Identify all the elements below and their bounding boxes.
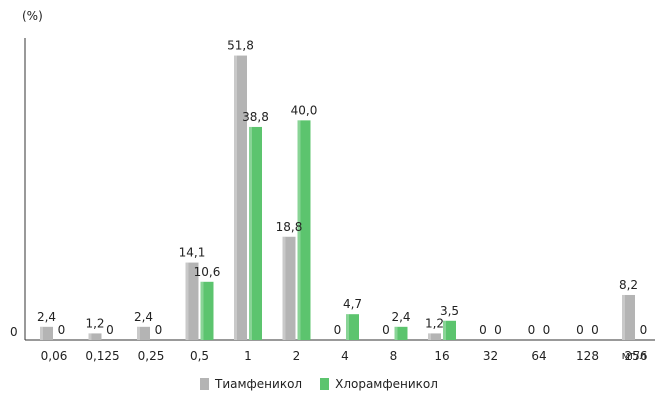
bar-highlight xyxy=(394,326,398,340)
value-label-thiamphenicol: 2,4 xyxy=(134,310,153,324)
value-label-thiamphenicol: 51,8 xyxy=(227,39,254,53)
x-tick-label: 16 xyxy=(434,349,449,363)
bar-highlight xyxy=(234,55,237,340)
bar-highlight xyxy=(622,294,625,340)
bar-chloramphenicol xyxy=(249,126,262,340)
bar-chloramphenicol xyxy=(297,120,311,340)
bar-thiamphenicol xyxy=(137,326,150,340)
bar-highlight xyxy=(40,326,43,340)
bar-highlight xyxy=(346,314,349,340)
value-label-thiamphenicol: 1,2 xyxy=(85,316,104,330)
x-tick-label: 256 xyxy=(625,349,648,363)
value-label-chloramphenicol: 0 xyxy=(155,323,163,337)
x-unit-label: мг/л xyxy=(622,349,647,362)
x-tick-label: 128 xyxy=(576,349,599,363)
value-label-thiamphenicol: 2,4 xyxy=(37,310,56,324)
x-tick-label: 1 xyxy=(244,349,252,363)
value-label-thiamphenicol: 0 xyxy=(334,323,342,337)
bar-thiamphenicol xyxy=(40,326,53,340)
bar-highlight xyxy=(443,320,446,340)
bar-highlight xyxy=(137,326,140,340)
value-label-thiamphenicol: 18,8 xyxy=(276,220,303,234)
value-label-thiamphenicol: 14,1 xyxy=(179,246,206,260)
bar-thiamphenicol xyxy=(234,55,247,340)
bar-thiamphenicol xyxy=(88,333,102,340)
x-tick-label: 64 xyxy=(531,349,546,363)
value-label-thiamphenicol: 0 xyxy=(382,323,390,337)
x-tick-label: 4 xyxy=(341,349,349,363)
legend-item-chloramphenicol: Хлорамфеникол xyxy=(320,377,438,391)
value-label-chloramphenicol: 0 xyxy=(58,323,66,337)
value-labels-group: 2,40 1,2 02,4014,110,651,838,818,840,004,7… xyxy=(37,39,647,337)
x-tick-label: 0,06 xyxy=(41,349,68,363)
legend-label-thiamphenicol: Тиамфеникол xyxy=(215,377,303,391)
legend-item-thiamphenicol: Тиамфеникол xyxy=(200,377,302,391)
bar-chloramphenicol xyxy=(394,326,408,340)
value-label-chloramphenicol: 0 xyxy=(494,323,502,337)
bar-highlight xyxy=(88,333,92,340)
x-tick-label: 0,25 xyxy=(138,349,165,363)
legend-label-chloramphenicol: Хлорамфеникол xyxy=(335,377,438,391)
bars-group xyxy=(40,55,635,340)
axes: (%) 0 мг/л xyxy=(10,9,655,362)
value-label-chloramphenicol: 10,6 xyxy=(194,265,221,279)
value-label-chloramphenicol: 0 xyxy=(106,323,114,337)
bar-highlight xyxy=(185,262,189,340)
value-label-thiamphenicol: 1,2 xyxy=(425,316,444,330)
y-origin-label: 0 xyxy=(10,325,18,339)
value-label-chloramphenicol: 3,5 xyxy=(440,304,459,318)
legend-swatch-chloramphenicol xyxy=(320,378,330,390)
bar-thiamphenicol xyxy=(622,294,635,340)
value-label-chloramphenicol: 4,7 xyxy=(343,297,362,311)
value-label-thiamphenicol: 0 xyxy=(528,323,536,337)
bar-highlight xyxy=(282,236,286,340)
legend-swatch-thiamphenicol xyxy=(200,378,209,390)
bar-highlight xyxy=(428,333,431,340)
legend: Тиамфеникол Хлорамфеникол xyxy=(200,377,438,391)
value-label-thiamphenicol: 8,2 xyxy=(619,278,638,292)
value-label-chloramphenicol: 0 xyxy=(640,323,648,337)
bar-highlight xyxy=(297,120,301,340)
value-label-chloramphenicol: 2,4 xyxy=(391,310,410,324)
value-label-chloramphenicol: 40,0 xyxy=(291,103,318,117)
value-label-chloramphenicol: 0 xyxy=(543,323,551,337)
value-label-chloramphenicol: 38,8 xyxy=(242,110,269,124)
value-label-chloramphenicol: 0 xyxy=(591,323,599,337)
x-tick-label: 0,125 xyxy=(85,349,119,363)
x-tick-label: 8 xyxy=(390,349,398,363)
bar-thiamphenicol xyxy=(185,262,199,340)
bar-chloramphenicol xyxy=(200,281,214,340)
x-tick-label: 0,5 xyxy=(190,349,209,363)
bar-thiamphenicol xyxy=(428,333,441,340)
bar-highlight xyxy=(200,281,204,340)
value-label-thiamphenicol: 0 xyxy=(576,323,584,337)
value-label-thiamphenicol: 0 xyxy=(479,323,487,337)
bar-chloramphenicol xyxy=(346,314,359,340)
x-tick-label: 32 xyxy=(483,349,498,363)
y-axis-label: (%) xyxy=(22,9,43,23)
x-tick-labels-group: 0,06 0,125 0,25 0,5 1 2 4 8 16 32 64 128 256 xyxy=(41,349,648,363)
bar-thiamphenicol xyxy=(282,236,296,340)
x-tick-label: 2 xyxy=(293,349,301,363)
bar-chloramphenicol xyxy=(443,320,456,340)
bar-highlight xyxy=(249,126,252,340)
